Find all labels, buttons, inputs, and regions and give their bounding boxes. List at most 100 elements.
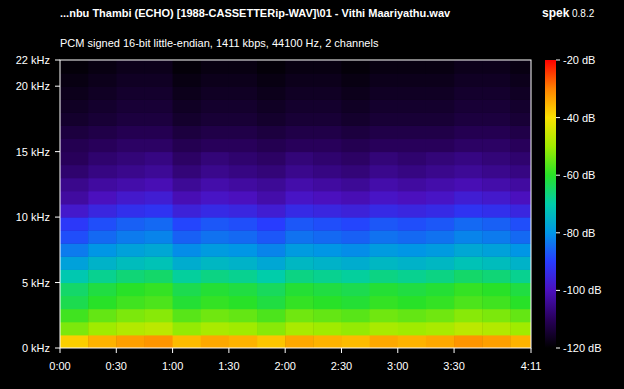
cell [88, 73, 117, 87]
cell [510, 86, 531, 100]
background [0, 0, 624, 389]
x-tick [228, 348, 229, 353]
cell [482, 283, 511, 297]
cell [426, 139, 455, 153]
x-tick [60, 348, 61, 353]
cell [426, 217, 455, 231]
cell [173, 269, 202, 283]
cell [201, 60, 230, 74]
cell [257, 125, 286, 139]
cell [285, 269, 314, 283]
cell [60, 296, 89, 310]
cell [173, 322, 202, 336]
cell [88, 283, 117, 297]
cell [454, 283, 483, 297]
cell [116, 191, 145, 205]
cell [173, 165, 202, 179]
cell [313, 191, 342, 205]
cell [116, 99, 145, 113]
cell [454, 86, 483, 100]
cell [426, 283, 455, 297]
cell [201, 112, 230, 126]
cell [229, 217, 258, 231]
cell [454, 243, 483, 257]
cell [201, 335, 230, 348]
cell [341, 230, 370, 244]
x-tick [285, 348, 286, 353]
cell [285, 152, 314, 166]
cell [88, 309, 117, 323]
cell [398, 165, 427, 179]
cell [229, 165, 258, 179]
cell [398, 283, 427, 297]
cell [88, 86, 117, 100]
cell [370, 152, 399, 166]
cell [370, 178, 399, 192]
cell [482, 112, 511, 126]
cell [88, 112, 117, 126]
cell [510, 191, 531, 205]
cell [144, 296, 173, 310]
cell [144, 243, 173, 257]
cell [510, 139, 531, 153]
cell [370, 60, 399, 74]
cell [454, 335, 483, 348]
cell [257, 139, 286, 153]
cell [88, 243, 117, 257]
cell [341, 322, 370, 336]
cell [398, 322, 427, 336]
cell [285, 256, 314, 270]
cell [60, 178, 89, 192]
colorbar-tick-label: -120 dB [563, 342, 602, 354]
cell [454, 230, 483, 244]
cell [370, 230, 399, 244]
cell [398, 256, 427, 270]
colorbar [545, 60, 556, 348]
cell [370, 283, 399, 297]
cell [116, 112, 145, 126]
cell [257, 269, 286, 283]
title: ...nbu Thambi (ECHO) [1988-CASSETTERip-W… [60, 7, 451, 19]
colorbar-tick [556, 348, 560, 349]
cell [510, 178, 531, 192]
cell [313, 309, 342, 323]
cell [454, 73, 483, 87]
cell [173, 60, 202, 74]
cell [454, 178, 483, 192]
cell [88, 230, 117, 244]
cell [144, 335, 173, 348]
cell [341, 296, 370, 310]
cell [510, 165, 531, 179]
cell [510, 112, 531, 126]
cell [370, 269, 399, 283]
cell [88, 178, 117, 192]
cell [201, 99, 230, 113]
cell [257, 86, 286, 100]
cell [426, 178, 455, 192]
cell [341, 178, 370, 192]
cell [60, 322, 89, 336]
cell [370, 139, 399, 153]
cell [116, 256, 145, 270]
cell [510, 322, 531, 336]
cell [257, 283, 286, 297]
cell [285, 296, 314, 310]
cell [370, 309, 399, 323]
cell [229, 152, 258, 166]
cell [398, 309, 427, 323]
cell [173, 178, 202, 192]
cell [454, 139, 483, 153]
cell [116, 309, 145, 323]
cell [426, 230, 455, 244]
cell [173, 99, 202, 113]
cell [257, 322, 286, 336]
y-tick-label: 20 kHz [16, 80, 50, 92]
cell [285, 60, 314, 74]
cell [173, 283, 202, 297]
cell [426, 191, 455, 205]
cell [144, 256, 173, 270]
x-tick-label: 1:00 [162, 360, 183, 372]
cell [398, 204, 427, 218]
x-tick-label: 0:30 [106, 360, 127, 372]
cell [88, 165, 117, 179]
